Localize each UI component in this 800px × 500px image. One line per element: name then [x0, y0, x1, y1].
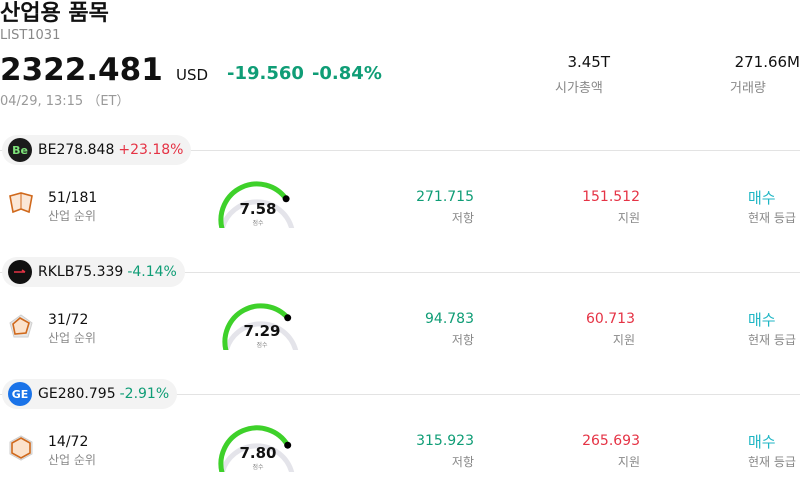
support-value: 265.693 [582, 433, 640, 449]
resistance-label: 저항 [451, 333, 474, 347]
industry-rank-value: 31/72 [48, 312, 89, 328]
resistance-label: 저항 [451, 455, 474, 469]
industry-rank-label: 산업 순위 [48, 209, 96, 223]
price-change: -19.560 -0.84% [227, 63, 390, 84]
gauge-track [219, 443, 295, 476]
page-title: 산업용 품목 [0, 1, 109, 26]
stock-row[interactable]: GE GE 280.795 -2.91% 14/72 산업 순위 7.80 점수 315.92… [0, 378, 800, 500]
support-label: 지원 [617, 455, 640, 469]
resistance-value: 271.715 [416, 189, 474, 205]
score-value: 7.29 [243, 322, 281, 340]
gauge-fill [218, 181, 289, 232]
stock-row[interactable]: RKLB 75.339 -4.14% 31/72 산업 순위 7.29 점수 94.783 저… [0, 256, 800, 378]
rating-status-label: 현재 등급 [748, 211, 796, 225]
index-price: 2322.481 [0, 52, 163, 88]
stock-chip[interactable]: GE GE 280.795 -2.91% [2, 379, 178, 409]
score-gauge [219, 300, 309, 354]
score-label: 점수 [252, 220, 264, 227]
stock-chip[interactable]: Be BE 278.848 +23.18% [2, 135, 192, 165]
stock-change-percent: -4.14% [127, 264, 177, 280]
stock-change-percent: -2.91% [119, 386, 170, 402]
industry-rank-icon [7, 190, 35, 218]
ticker: RKLB [38, 264, 75, 280]
industry-rank-icon [7, 312, 35, 340]
ticker: BE [38, 142, 57, 158]
industry-rank-label: 산업 순위 [48, 331, 96, 345]
score-value: 7.80 [239, 444, 277, 462]
stock-price: 75.339 [74, 264, 124, 280]
company-logo-icon [8, 260, 32, 284]
stock-chip[interactable]: RKLB 75.339 -4.14% [2, 257, 185, 287]
industry-rank-label: 산업 순위 [48, 453, 96, 467]
gauge-marker [284, 441, 292, 449]
gauge-track [219, 199, 295, 232]
support-value: 60.713 [586, 311, 635, 327]
support-label: 지원 [617, 211, 640, 225]
market-cap-label: 시가총액 [555, 81, 603, 96]
score-value: 7.58 [239, 200, 277, 218]
list-code: LIST1031 [0, 28, 61, 43]
volume-label: 거래량 [730, 81, 766, 96]
stock-change-percent: +23.18% [118, 142, 184, 158]
gauge-fill [218, 425, 291, 476]
rating-button[interactable]: 매수 [748, 189, 776, 207]
rating-status-label: 현재 등급 [748, 333, 796, 347]
company-logo-icon: Be [8, 138, 32, 162]
rating-button[interactable]: 매수 [748, 311, 776, 329]
stock-row[interactable]: Be BE 278.848 +23.18% 51/181 산업 순위 7.58 점수 271.… [0, 134, 800, 256]
market-cap-value: 3.45T [567, 53, 610, 71]
volume-value: 271.66M [734, 53, 800, 71]
gauge-marker [282, 195, 290, 203]
rating-status-label: 현재 등급 [748, 455, 796, 469]
resistance-value: 315.923 [416, 433, 474, 449]
support-value: 151.512 [582, 189, 640, 205]
gauge-track [223, 321, 299, 354]
row-divider [0, 150, 800, 151]
industry-rank-value: 14/72 [48, 434, 89, 450]
rating-button[interactable]: 매수 [748, 433, 776, 451]
company-logo-icon: GE [8, 382, 32, 406]
gauge-marker [284, 314, 292, 322]
industry-rank-icon [7, 434, 35, 462]
row-divider [0, 394, 800, 395]
change-percent: -0.84% [311, 63, 382, 84]
resistance-label: 저항 [451, 211, 474, 225]
score-label: 점수 [252, 464, 264, 471]
score-label: 점수 [256, 342, 268, 349]
score-gauge [215, 178, 305, 232]
resistance-value: 94.783 [425, 311, 474, 327]
score-gauge [215, 422, 305, 476]
timestamp: 04/29, 13:15 （ET） [0, 94, 130, 109]
ticker: GE [38, 386, 58, 402]
stock-price: 280.795 [57, 386, 116, 402]
stock-price: 278.848 [56, 142, 115, 158]
industry-rank-value: 51/181 [48, 190, 98, 206]
change-value: -19.560 [227, 63, 304, 84]
support-label: 지원 [612, 333, 635, 347]
currency-label: USD [176, 66, 209, 84]
row-divider [0, 272, 800, 273]
gauge-fill [222, 303, 291, 354]
